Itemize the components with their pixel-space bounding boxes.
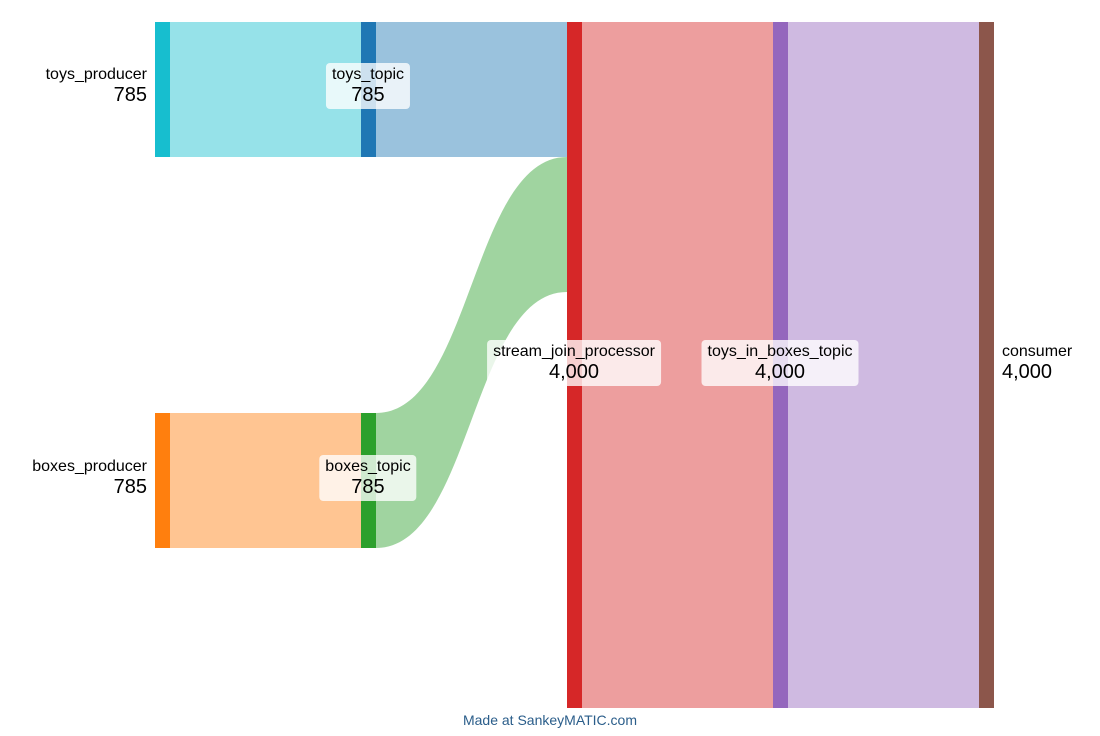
node-value: 4,000 bbox=[1002, 361, 1053, 384]
label-boxes-topic: boxes_topic 785 bbox=[319, 455, 417, 502]
node-name: boxes_producer bbox=[32, 458, 147, 475]
label-boxes-producer: boxes_producer 785 bbox=[32, 458, 147, 499]
sankeymatic-credit-link[interactable]: Made at SankeyMATIC.com bbox=[462, 712, 638, 728]
label-stream-join-processor: stream_join_processor 4,000 bbox=[487, 340, 661, 387]
node-boxes-producer bbox=[155, 413, 170, 548]
node-consumer bbox=[979, 22, 994, 708]
node-value: 785 bbox=[113, 84, 147, 107]
node-value: 4,000 bbox=[754, 361, 806, 384]
node-value: 785 bbox=[351, 84, 385, 107]
node-value: 785 bbox=[351, 476, 385, 499]
node-value: 4,000 bbox=[548, 361, 600, 384]
link-boxes-topic-to-stream-join-processor bbox=[376, 157, 567, 548]
node-name: stream_join_processor bbox=[493, 343, 655, 360]
node-value: 785 bbox=[113, 476, 147, 499]
node-name: toys_producer bbox=[45, 66, 147, 83]
label-toys-producer: toys_producer 785 bbox=[46, 66, 147, 107]
node-toys-producer bbox=[155, 22, 170, 157]
node-name: toys_in_boxes_topic bbox=[707, 343, 853, 360]
node-name: toys_topic bbox=[331, 66, 405, 83]
label-toys-in-boxes-topic: toys_in_boxes_topic 4,000 bbox=[701, 340, 859, 387]
node-name: boxes_topic bbox=[325, 458, 411, 475]
node-name: consumer bbox=[1002, 343, 1073, 360]
label-toys-topic: toys_topic 785 bbox=[325, 63, 411, 110]
label-consumer: consumer 4,000 bbox=[1002, 343, 1072, 384]
